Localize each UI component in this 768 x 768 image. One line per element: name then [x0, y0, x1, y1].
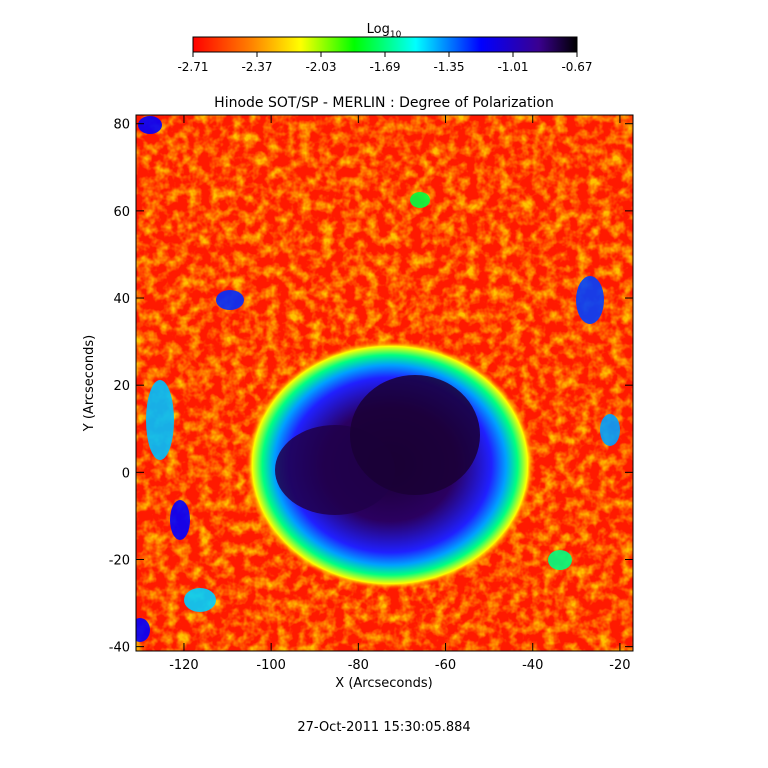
- x-axis-label: X (Arcseconds): [335, 676, 432, 691]
- y-tick-label: 20: [113, 379, 130, 394]
- y-tick-label: 0: [122, 466, 130, 481]
- x-tick-label: -40: [522, 658, 543, 673]
- colorbar-ticks: -2.71 -2.37 -2.03 -1.69 -1.35 -1.01 -0.67: [177, 52, 593, 74]
- y-tick-label: 60: [113, 205, 130, 220]
- x-tick-label: -120: [169, 658, 199, 673]
- colorbar-tick-label: -1.35: [433, 60, 464, 74]
- network-patches: [136, 116, 620, 642]
- x-axis-ticks: -120 -100 -80 -60 -40 -20: [169, 115, 631, 673]
- x-tick-label: -20: [609, 658, 630, 673]
- timestamp: 27-Oct-2011 15:30:05.884: [297, 720, 470, 735]
- colorbar: [192, 36, 578, 53]
- x-tick-label: -80: [348, 658, 369, 673]
- y-tick-label: 80: [113, 118, 130, 133]
- x-tick-label: -60: [435, 658, 456, 673]
- polarization-map: [136, 115, 633, 651]
- plot-frame: [135, 114, 634, 652]
- y-tick-label: -20: [109, 553, 130, 568]
- plot-title: Hinode SOT/SP - MERLIN : Degree of Polar…: [214, 95, 554, 111]
- y-tick-label: 40: [113, 292, 130, 307]
- colorbar-tick-label: -2.37: [241, 60, 272, 74]
- colorbar-tick-label: -2.03: [305, 60, 336, 74]
- x-tick-label: -100: [256, 658, 286, 673]
- y-axis-label: Y (Arcseconds): [82, 335, 97, 432]
- colorbar-tick-label: -0.67: [561, 60, 592, 74]
- colorbar-label: Log10: [367, 22, 402, 40]
- colorbar-tick-label: -1.69: [369, 60, 400, 74]
- colorbar-tick-label: -1.01: [497, 60, 528, 74]
- y-tick-label: -40: [109, 641, 130, 656]
- y-axis-ticks: -40 -20 0 20 40 60 80: [109, 118, 633, 656]
- colorbar-tick-label: -2.71: [177, 60, 208, 74]
